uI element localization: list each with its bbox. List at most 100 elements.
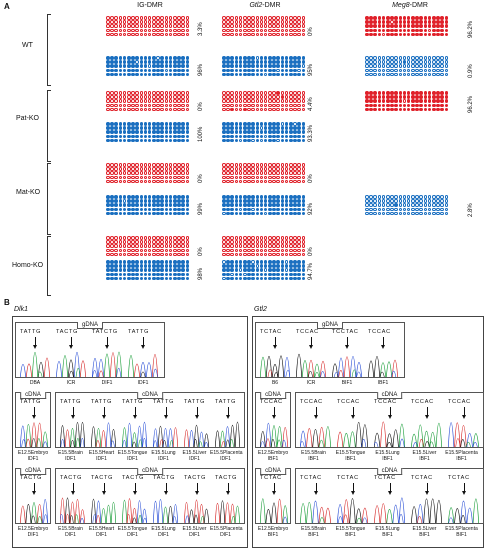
cpg-dot: [369, 95, 373, 99]
cpg-dot: [164, 126, 169, 130]
cpg-dot: [114, 248, 118, 253]
chromatogram-trace: [260, 355, 290, 377]
cpg-dot: [247, 32, 251, 37]
cpg-dot: [106, 248, 110, 253]
cpg-dot: [143, 203, 148, 207]
cpg-dot: [177, 276, 181, 281]
cpg-dot: [247, 272, 251, 277]
cpg-dot: [293, 240, 297, 244]
cpg-dot: [118, 32, 123, 37]
cpg-dot: [122, 122, 127, 126]
cpg-dot: [230, 99, 234, 103]
cpg-dot: [297, 126, 301, 130]
cpg-dot: [369, 211, 373, 216]
cpg-dot: [268, 163, 272, 167]
cpg-dot: [272, 64, 276, 68]
cpg-dot: [280, 248, 285, 253]
cpg-dot: [164, 107, 169, 112]
cpg-dot: [173, 240, 177, 244]
cpg-dot: [365, 16, 369, 20]
cpg-dot: [135, 268, 139, 272]
cpg-dot: [369, 60, 373, 64]
gtl2-dmr-percent: 92%: [308, 202, 314, 215]
cpg-dot: [143, 163, 148, 167]
cpg-dot: [135, 163, 139, 167]
cpg-dot: [234, 130, 239, 134]
snp-arrow: [132, 407, 137, 419]
cpg-dot: [297, 72, 301, 77]
cpg-dot: [230, 56, 234, 60]
cpg-dot: [411, 99, 415, 103]
meg8-dmr-percent: 0.9%: [468, 64, 474, 78]
cpg-dot: [280, 24, 285, 28]
cpg-dot: [276, 264, 281, 268]
cpg-dot: [301, 126, 306, 130]
sequence-text: TCCAC: [337, 399, 360, 405]
cpg-dot: [259, 32, 264, 37]
cpg-dot: [423, 16, 428, 20]
cpg-dot: [268, 103, 272, 108]
cpg-dot: [259, 171, 264, 175]
cpg-dot: [222, 260, 226, 264]
cpg-dot: [415, 72, 419, 77]
cpg-dot: [230, 268, 234, 272]
cpg-dot: [398, 28, 403, 33]
cpg-dot: [251, 248, 255, 253]
cpg-dot: [106, 264, 110, 268]
cpg-dot: [284, 240, 289, 244]
cpg-dot: [293, 199, 297, 203]
cpg-dot: [168, 138, 173, 143]
cpg-dot: [390, 203, 394, 207]
cpg-dot: [297, 211, 301, 216]
cpg-dot: [160, 195, 165, 199]
cpg-dot: [177, 138, 181, 143]
cpg-dot: [139, 179, 144, 184]
cpg-dot: [432, 64, 436, 68]
cpg-dot: [415, 28, 419, 33]
cpg-dot: [226, 244, 230, 248]
cpg-dot: [377, 68, 382, 73]
cpg-dot: [276, 276, 281, 281]
cpg-dot: [147, 91, 152, 95]
cpg-dot: [156, 122, 160, 126]
cpg-dot: [185, 56, 190, 60]
cpg-dot: [373, 64, 377, 68]
cpg-dot: [181, 138, 185, 143]
cpg-dot: [122, 107, 127, 112]
sequence-text: TCTAC: [374, 475, 396, 481]
cpg-dot: [168, 252, 173, 257]
cpg-dot: [390, 16, 394, 20]
bracket-mat-ko: [47, 163, 51, 235]
cpg-dot: [222, 68, 226, 73]
cdna-sample-label: E15.5Lung DIF1: [151, 526, 176, 538]
cpg-dot: [131, 24, 135, 28]
cpg-dot: [427, 20, 432, 24]
cpg-dot: [230, 252, 234, 257]
cpg-dot: [106, 130, 110, 134]
cpg-dot: [251, 171, 255, 175]
cpg-dot: [152, 167, 156, 171]
cpg-dot: [272, 138, 276, 143]
cpg-dot: [381, 203, 386, 207]
cpg-dot: [177, 64, 181, 68]
cpg-dot: [247, 260, 251, 264]
cpg-dot: [440, 207, 444, 212]
cpg-dot: [385, 99, 390, 103]
cpg-dot: [369, 16, 373, 20]
cpg-dot: [230, 20, 234, 24]
cpg-dot: [234, 175, 239, 180]
cpg-dot: [139, 268, 144, 272]
cpg-dot: [427, 68, 432, 73]
cpg-dot: [272, 130, 276, 134]
cpg-dot: [381, 24, 386, 28]
cpg-dot: [423, 199, 428, 203]
cpg-dot: [143, 195, 148, 199]
cpg-dot: [289, 134, 293, 139]
cpg-dot: [289, 207, 293, 212]
cpg-dot: [181, 175, 185, 180]
cpg-dot: [385, 207, 390, 212]
cpg-dot: [247, 199, 251, 203]
cpg-dot: [230, 126, 234, 130]
cpg-dot: [177, 175, 181, 180]
snp-arrow: [194, 407, 199, 419]
